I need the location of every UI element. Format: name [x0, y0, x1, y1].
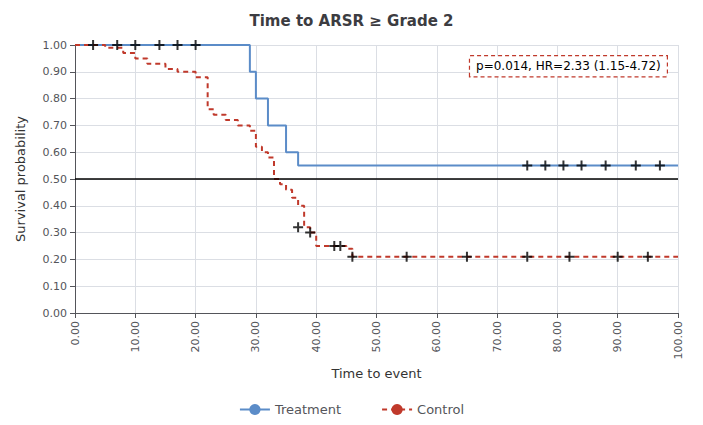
svg-text:0.30: 0.30 — [43, 226, 68, 239]
svg-text:10.00: 10.00 — [129, 321, 142, 353]
svg-text:0.70: 0.70 — [43, 119, 68, 132]
svg-text:100.00: 100.00 — [672, 321, 685, 360]
svg-text:0.50: 0.50 — [43, 173, 68, 186]
svg-text:1.00: 1.00 — [43, 39, 68, 52]
svg-text:60.00: 60.00 — [430, 321, 443, 353]
svg-text:70.00: 70.00 — [491, 321, 504, 353]
svg-text:0.10: 0.10 — [43, 280, 68, 293]
svg-text:50.00: 50.00 — [370, 321, 383, 353]
svg-text:30.00: 30.00 — [249, 321, 262, 353]
svg-text:Time to ARSR ≥ Grade 2: Time to ARSR ≥ Grade 2 — [249, 12, 453, 30]
svg-text:0.20: 0.20 — [43, 253, 68, 266]
svg-text:Control: Control — [417, 402, 464, 417]
svg-text:p=0.014, HR=2.33 (1.15-4.72): p=0.014, HR=2.33 (1.15-4.72) — [476, 59, 661, 73]
svg-text:0.40: 0.40 — [43, 199, 68, 212]
svg-text:Time to event: Time to event — [330, 366, 421, 381]
svg-text:0.90: 0.90 — [43, 65, 68, 78]
svg-text:40.00: 40.00 — [310, 321, 323, 353]
svg-text:0.60: 0.60 — [43, 146, 68, 159]
svg-text:Survival probability: Survival probability — [13, 116, 28, 242]
svg-text:80.00: 80.00 — [551, 321, 564, 353]
svg-text:20.00: 20.00 — [189, 321, 202, 353]
svg-text:0.00: 0.00 — [69, 321, 82, 346]
svg-text:0.00: 0.00 — [43, 307, 68, 320]
svg-text:90.00: 90.00 — [611, 321, 624, 353]
svg-text:0.80: 0.80 — [43, 92, 68, 105]
svg-text:Treatment: Treatment — [274, 402, 341, 417]
